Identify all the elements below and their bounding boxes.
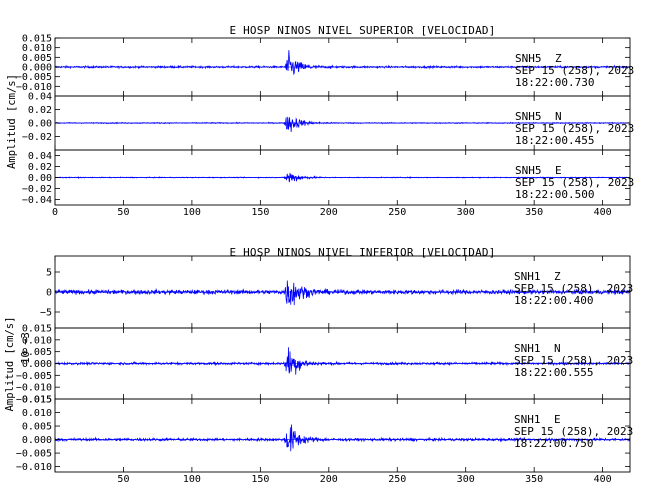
station-component: N [554, 342, 561, 355]
y-tick-label: −0.02 [22, 132, 52, 143]
record-date: SEP 15 (258), 2023 [514, 425, 633, 438]
y-tick-label: 0.000 [22, 359, 52, 370]
x-tick-label: 50 [117, 474, 129, 485]
y-tick-label: 0.015 [22, 395, 52, 406]
y-axis-label: Amplitud [cm/s] [4, 317, 16, 412]
x-tick-label: 100 [183, 207, 201, 218]
station-name: SNH5 [515, 164, 542, 177]
x-tick-label: 250 [388, 207, 406, 218]
x-tick-label: 400 [594, 474, 612, 485]
y-tick-label: 0.005 [22, 53, 52, 64]
y-tick-label: 0.005 [22, 422, 52, 433]
chart-superior: E HOSP NINOS NIVEL SUPERIOR [VELOCIDAD] A… [6, 24, 634, 218]
y-tick-label: 0.04 [28, 92, 52, 103]
x-tick-label: 350 [525, 207, 543, 218]
y-axis-label: Amplitud [cm/s] [6, 74, 18, 169]
station-component: N [555, 110, 562, 123]
station-component: Z [554, 270, 561, 283]
station-name: SNH5 [515, 52, 542, 65]
x-tick-label: 150 [251, 207, 269, 218]
record-date: SEP 15 (258), 2023 [515, 64, 634, 77]
y-tick-label: −0.005 [16, 449, 52, 460]
chart-title: E HOSP NINOS NIVEL SUPERIOR [VELOCIDAD] [229, 24, 495, 37]
y-tick-label: 0.000 [22, 435, 52, 446]
y-axis-multiplier: 10 −3 [20, 332, 32, 364]
record-date: SEP 15 (258), 2023 [515, 176, 634, 189]
chart-inferior: E HOSP NINOS NIVEL INFERIOR [VELOCIDAD] A… [4, 246, 633, 485]
chart-title: E HOSP NINOS NIVEL INFERIOR [VELOCIDAD] [229, 246, 495, 259]
station-name: SNH5 [515, 110, 542, 123]
y-tick-label: 0.015 [22, 324, 52, 335]
y-tick-label: 0.04 [28, 151, 52, 162]
x-tick-label: 300 [457, 474, 475, 485]
x-tick-label: 200 [320, 207, 338, 218]
y-tick-label: 0.005 [22, 347, 52, 358]
y-tick-label: 0.02 [28, 105, 52, 116]
plot-layer: E HOSP NINOS NIVEL SUPERIOR [VELOCIDAD] A… [4, 24, 634, 485]
y-tick-label: −0.02 [22, 184, 52, 195]
x-tick-label: 0 [52, 207, 58, 218]
record-time: 18:22:00.500 [515, 188, 594, 201]
x-tick-label: 100 [183, 474, 201, 485]
y-tick-label: 5 [46, 268, 52, 279]
record-date: SEP 15 (258), 2023 [514, 282, 633, 295]
y-tick-label: −0.010 [16, 82, 52, 93]
y-tick-label: 0 [46, 288, 52, 299]
x-tick-label: 300 [457, 207, 475, 218]
record-time: 18:22:00.750 [514, 437, 593, 450]
y-tick-label: 0.00 [28, 173, 52, 184]
x-tick-label: 350 [525, 474, 543, 485]
y-tick-label: −0.010 [16, 462, 52, 473]
record-time: 18:22:00.400 [514, 294, 593, 307]
y-tick-label: −0.010 [16, 383, 52, 394]
record-time: 18:22:00.730 [515, 76, 594, 89]
y-tick-label: −0.005 [16, 371, 52, 382]
x-tick-label: 200 [320, 474, 338, 485]
y-tick-label: 0.00 [28, 119, 52, 130]
panel-frame [54, 398, 631, 473]
y-tick-label: 0.02 [28, 162, 52, 173]
station-name: SNH1 [514, 413, 541, 426]
y-tick-label: −0.015 [16, 395, 52, 406]
x-tick-label: 150 [251, 474, 269, 485]
y-tick-label: −0.04 [22, 195, 52, 206]
x-tick-label: 250 [388, 474, 406, 485]
station-name: SNH1 [514, 270, 541, 283]
y-tick-label: −0.005 [16, 72, 52, 83]
station-component: Z [555, 52, 562, 65]
station-component: E [555, 164, 562, 177]
station-component: E [554, 413, 561, 426]
station-name: SNH1 [514, 342, 541, 355]
y-tick-label: 0.015 [22, 34, 52, 45]
record-date: SEP 15 (258), 2023 [515, 122, 634, 135]
y-tick-label: 0.010 [22, 43, 52, 54]
record-date: SEP 15 (258), 2023 [514, 354, 633, 367]
y-tick-label: −5 [40, 308, 52, 319]
x-tick-label: 50 [117, 207, 129, 218]
record-time: 18:22:00.455 [515, 134, 594, 147]
y-tick-label: 0.010 [22, 408, 52, 419]
record-time: 18:22:00.555 [514, 366, 593, 379]
y-tick-label: 0.000 [22, 63, 52, 74]
x-tick-label: 400 [594, 207, 612, 218]
panel-snh1-e: −0.010 −0.005 0.000 0.005 0.010 0.015 SNH1 ESEP… [16, 395, 633, 474]
y-tick-label: 0.010 [22, 335, 52, 346]
panel-snh1-n: −0.015−0.010−0.0050.0000.0050.0100.015SN… [16, 324, 633, 406]
